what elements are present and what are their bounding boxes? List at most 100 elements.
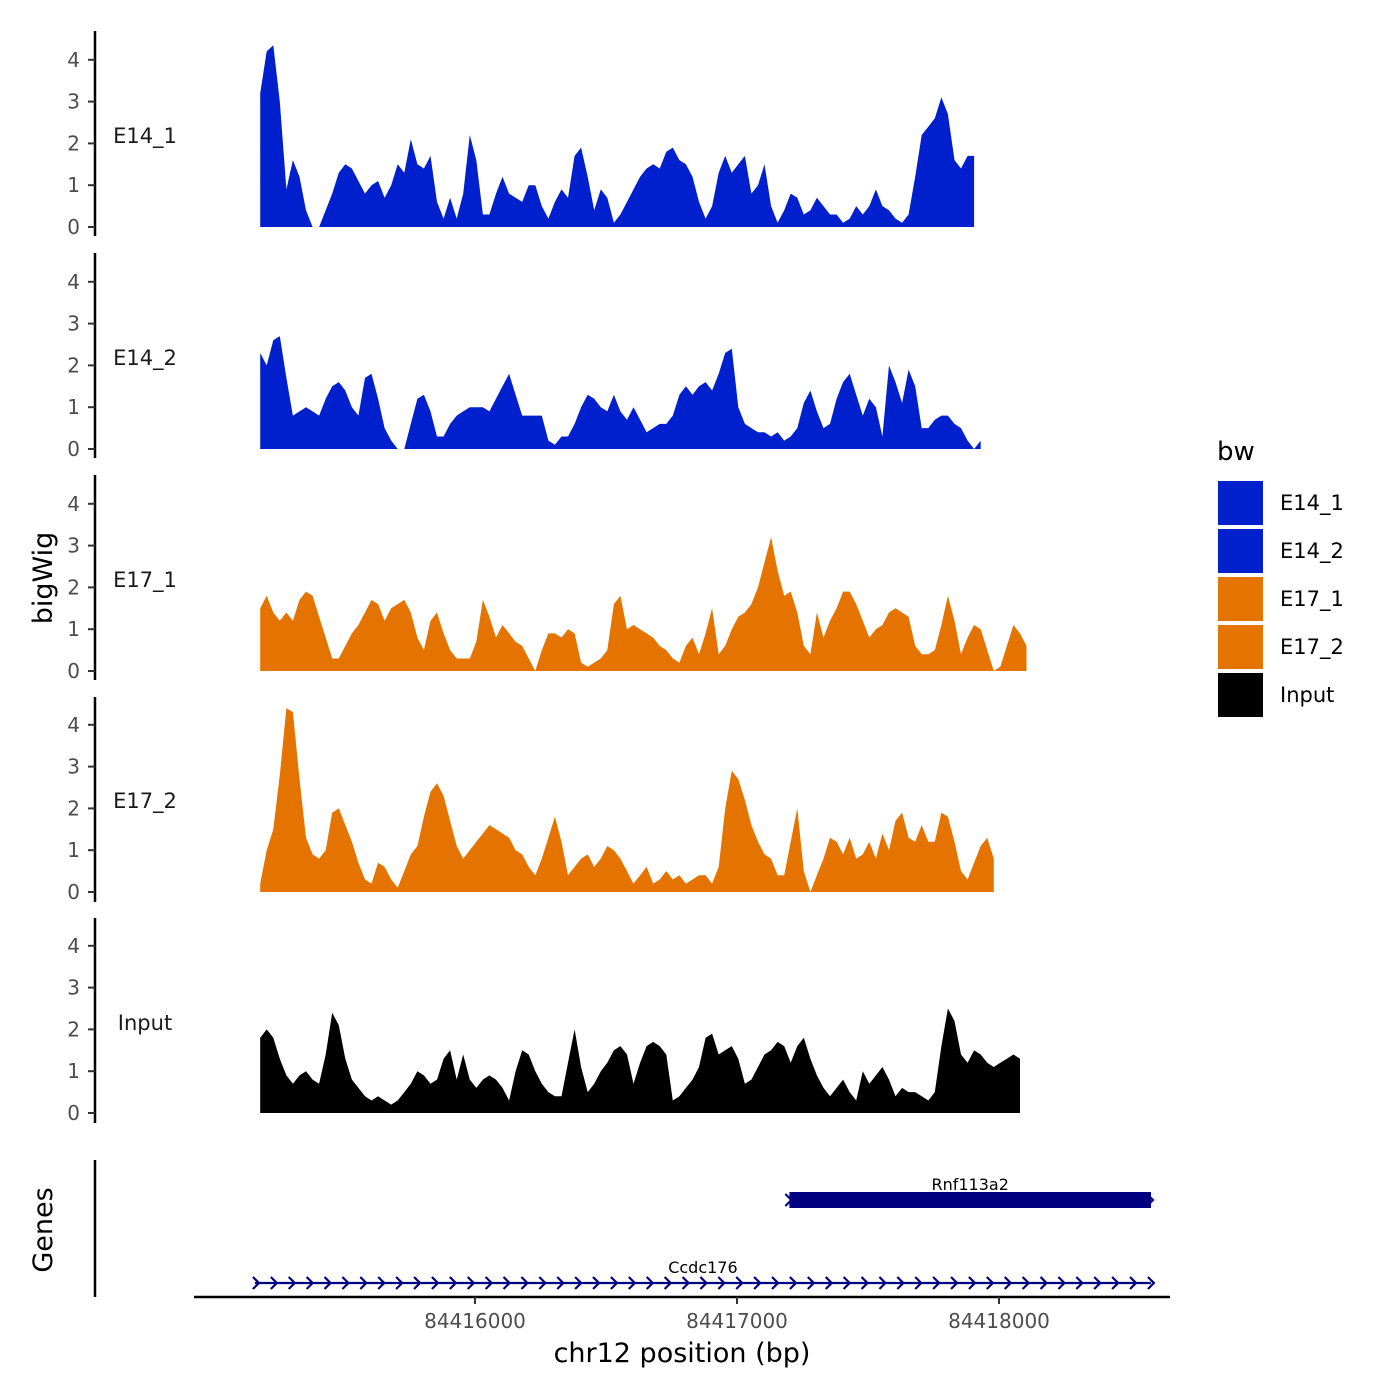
strand-arrow: [1039, 1276, 1049, 1290]
y-tick-label: 3: [67, 755, 80, 779]
strand-arrow: [771, 1276, 780, 1290]
strand-arrow: [556, 1276, 565, 1290]
legend-item: E17_1: [1218, 577, 1344, 621]
y-tick-label: 2: [67, 1017, 80, 1041]
strand-arrow: [789, 1276, 798, 1290]
strand-arrow: [914, 1276, 923, 1290]
strand-arrow: [610, 1276, 619, 1290]
y-tick-label: 4: [67, 270, 80, 294]
series-area-input: [260, 1008, 1020, 1113]
strand-arrow: [449, 1276, 458, 1290]
strand-arrow: [574, 1276, 583, 1290]
strand-arrow: [1147, 1276, 1156, 1290]
series-area-e17-2: [260, 708, 994, 892]
gene-label: Ccdc176: [668, 1258, 737, 1277]
x-axis: 84416000 84417000 84418000 chr12 position …: [194, 1295, 1170, 1369]
track-label: E17_2: [113, 789, 177, 814]
y-axis-title: bigWig: [28, 532, 59, 625]
strand-arrow: [270, 1276, 279, 1290]
y-tick-label: 0: [67, 1101, 80, 1125]
genes-track: Genes Rnf113a2 Ccdc176: [28, 1160, 1156, 1297]
y-tick-label: 4: [67, 713, 80, 737]
y-tick-label: 3: [67, 534, 80, 558]
strand-arrow: [807, 1276, 816, 1290]
genes-axis-title: Genes: [28, 1187, 59, 1272]
track-e14-2: E14_2 0 1 2 3 4: [67, 253, 981, 461]
y-tick-label: 3: [67, 90, 80, 114]
track-label: E17_1: [113, 568, 177, 593]
y-tick-label: 0: [67, 215, 80, 239]
strand-arrow: [1003, 1276, 1013, 1290]
y-tick-label: 1: [67, 1059, 80, 1083]
strand-arrow: [466, 1276, 476, 1290]
strand-arrow: [484, 1276, 494, 1290]
strand-arrow: [592, 1276, 601, 1290]
strand-arrow: [735, 1276, 744, 1290]
strand-arrow: [252, 1276, 261, 1290]
y-tick-label: 3: [67, 976, 80, 1000]
legend: bw E14_1 E14_2 E17_1 E17_2 Input: [1217, 437, 1344, 717]
strand-arrow: [950, 1276, 959, 1290]
strand-arrow: [717, 1276, 726, 1290]
strand-arrow: [359, 1276, 368, 1290]
strand-arrow: [968, 1276, 977, 1290]
x-tick-label: 84417000: [686, 1309, 788, 1333]
legend-label: E14_2: [1280, 539, 1344, 564]
x-axis-title: chr12 position (bp): [554, 1338, 811, 1369]
series-area-e14-1: [260, 45, 975, 228]
y-tick-label: 4: [67, 48, 80, 72]
y-tick-label: 2: [67, 575, 80, 599]
strand-arrow: [305, 1276, 315, 1290]
gene-rnf113a2: Rnf113a2: [784, 1175, 1155, 1208]
strand-arrow: [1111, 1276, 1120, 1290]
y-tick-label: 2: [67, 796, 80, 820]
track-e14-1: E14_1 0 1 2 3 4: [67, 31, 975, 239]
legend-item: E14_1: [1218, 481, 1344, 525]
track-e17-2: E17_2 0 1 2 3 4: [67, 697, 994, 904]
x-tick-label: 84416000: [424, 1309, 526, 1333]
y-tick-label: 2: [67, 131, 80, 155]
strand-arrow: [784, 1193, 793, 1207]
y-tick-label: 3: [67, 312, 80, 336]
x-tick-label: 84418000: [948, 1309, 1050, 1333]
strand-arrow: [663, 1276, 673, 1290]
strand-arrow: [1129, 1276, 1138, 1290]
track-label: E14_1: [113, 124, 177, 149]
strand-arrow: [323, 1276, 333, 1290]
legend-item: E17_2: [1218, 625, 1344, 669]
strand-arrow: [860, 1276, 870, 1290]
y-tick-label: 1: [67, 617, 80, 641]
track-e17-1: E17_1 0 1 2 3 4: [67, 475, 1027, 683]
y-tick-label: 4: [67, 934, 80, 958]
strand-arrow: [681, 1276, 691, 1290]
y-tick-label: 1: [67, 395, 80, 419]
legend-swatch: [1218, 481, 1263, 525]
y-tick-label: 2: [67, 353, 80, 377]
strand-arrow: [628, 1276, 637, 1290]
strand-arrow: [824, 1276, 834, 1290]
strand-arrow: [520, 1276, 529, 1290]
legend-title: bw: [1217, 437, 1255, 467]
strand-arrow: [842, 1276, 852, 1290]
track-label: Input: [118, 1011, 172, 1035]
legend-swatch: [1218, 673, 1263, 717]
strand-arrow: [896, 1276, 905, 1290]
strand-arrow: [377, 1276, 386, 1290]
y-tick-label: 1: [67, 838, 80, 862]
strand-arrow: [538, 1276, 547, 1290]
strand-arrow: [645, 1276, 655, 1290]
strand-arrow: [699, 1276, 708, 1290]
legend-item: Input: [1218, 673, 1334, 717]
strand-arrow: [1057, 1276, 1066, 1290]
y-tick-label: 0: [67, 437, 80, 461]
gene-label: Rnf113a2: [931, 1175, 1008, 1194]
series-area-e14-2: [260, 336, 981, 449]
strand-arrow: [287, 1276, 297, 1290]
legend-label: E17_1: [1280, 587, 1344, 612]
y-tick-label: 0: [67, 659, 80, 683]
strand-arrow: [413, 1276, 422, 1290]
gene-ccdc176: Ccdc176: [252, 1258, 1156, 1290]
track-input: Input 0 1 2 3 4: [67, 918, 1020, 1125]
